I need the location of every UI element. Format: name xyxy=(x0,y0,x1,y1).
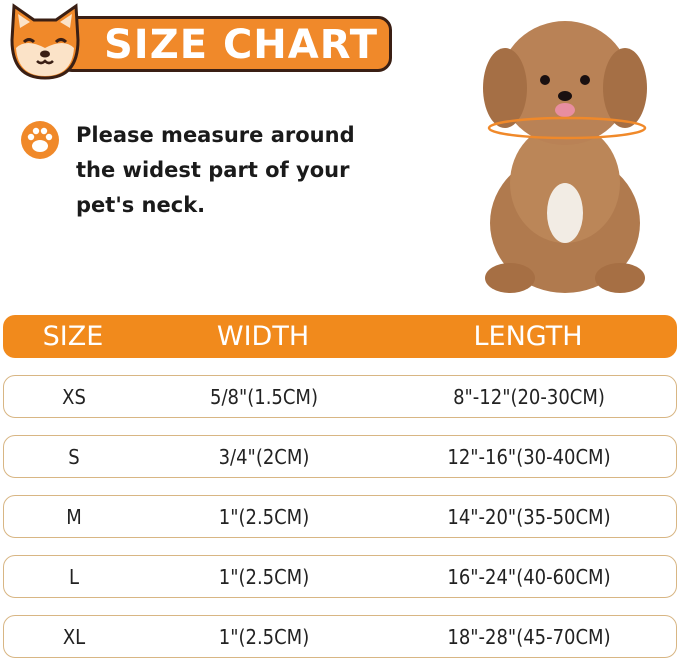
cell-width: 1"(2.5CM) xyxy=(218,564,310,589)
page-title: SIZE CHART xyxy=(104,22,379,68)
table-row: S 3/4"(2CM) 12"-16"(30-40CM) xyxy=(3,435,677,478)
table-row: XS 5/8"(1.5CM) 8"-12"(20-30CM) xyxy=(3,375,677,418)
cell-length: 16"-24"(40-60CM) xyxy=(447,564,611,589)
shiba-logo-icon xyxy=(10,3,80,80)
cell-size: XL xyxy=(62,624,86,649)
title-banner xyxy=(58,16,392,72)
cell-size: S xyxy=(68,444,80,469)
table-row: XL 1"(2.5CM) 18"-28"(45-70CM) xyxy=(3,615,677,658)
cell-length: 18"-28"(45-70CM) xyxy=(447,624,611,649)
cell-width: 3/4"(2CM) xyxy=(218,444,310,469)
cell-width: 1"(2.5CM) xyxy=(218,504,310,529)
column-header-size: SIZE xyxy=(42,321,104,352)
cell-size: XS xyxy=(62,384,86,409)
cell-width: 5/8"(1.5CM) xyxy=(210,384,318,409)
cell-size: L xyxy=(68,564,80,589)
table-header: SIZE WIDTH LENGTH xyxy=(3,315,677,358)
paw-icon xyxy=(21,121,59,159)
cell-length: 12"-16"(30-40CM) xyxy=(447,444,611,469)
column-header-length: LENGTH xyxy=(473,321,583,352)
measure-instruction: Please measure around the widest part of… xyxy=(76,123,355,217)
dog-photo xyxy=(483,21,647,293)
cell-width: 1"(2.5CM) xyxy=(218,624,310,649)
cell-length: 14"-20"(35-50CM) xyxy=(447,504,611,529)
table-row: L 1"(2.5CM) 16"-24"(40-60CM) xyxy=(3,555,677,598)
table-row: M 1"(2.5CM) 14"-20"(35-50CM) xyxy=(3,495,677,538)
cell-size: M xyxy=(66,504,82,529)
cell-length: 8"-12"(20-30CM) xyxy=(453,384,605,409)
column-header-width: WIDTH xyxy=(216,321,310,352)
